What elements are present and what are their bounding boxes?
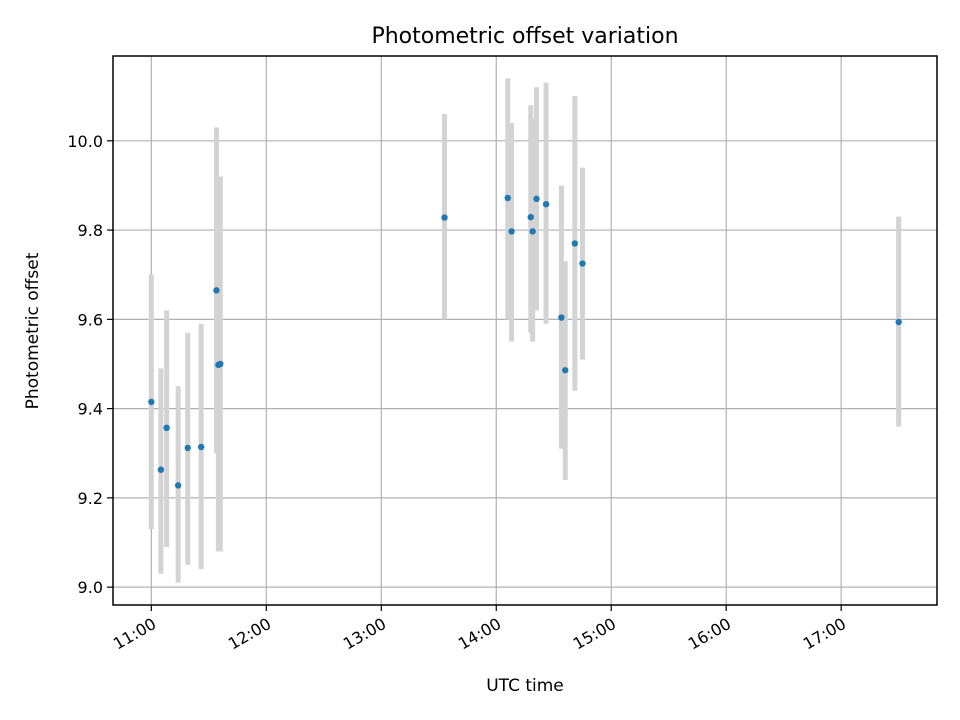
- data-point: [508, 228, 515, 235]
- data-points: [148, 194, 902, 489]
- data-point: [197, 443, 205, 451]
- x-tick-label: 16:00: [685, 614, 734, 654]
- data-point: [174, 482, 182, 489]
- data-point: [148, 398, 155, 406]
- data-point: [441, 214, 448, 221]
- y-tick-label: 9.0: [78, 578, 103, 597]
- x-tick-label: 17:00: [800, 614, 849, 654]
- y-axis-label: Photometric offset: [23, 252, 43, 409]
- plot-frame: [112, 55, 938, 606]
- x-tick-label: 14:00: [455, 614, 504, 654]
- x-tick-label: 11:00: [110, 614, 159, 654]
- x-tick-label: 12:00: [225, 614, 274, 654]
- data-point: [184, 444, 191, 452]
- x-tick-label: 13:00: [340, 614, 389, 654]
- grid: [113, 56, 937, 605]
- y-tick-label: 10.0: [67, 132, 103, 151]
- y-tick-label: 9.2: [78, 489, 103, 508]
- y-tick-label: 9.8: [78, 221, 103, 240]
- data-point: [529, 228, 536, 235]
- data-point: [533, 195, 540, 203]
- data-point: [571, 240, 579, 247]
- data-point: [558, 314, 565, 321]
- data-point: [217, 360, 224, 368]
- error-bars: [148, 78, 902, 583]
- data-point: [895, 318, 902, 326]
- y-tick-label: 9.4: [78, 400, 103, 419]
- x-axis-label: UTC time: [486, 676, 564, 696]
- chart-title: Photometric offset variation: [371, 24, 678, 49]
- data-point: [157, 466, 165, 473]
- data-point: [542, 200, 550, 208]
- x-axis: 11:00 12:00 13:00 14:00 15:00 16:00 17:00: [110, 605, 849, 654]
- data-point: [562, 367, 569, 374]
- data-point: [579, 260, 586, 267]
- data-point: [213, 287, 220, 294]
- y-tick-label: 9.6: [78, 310, 103, 329]
- data-point: [527, 213, 534, 221]
- y-axis: 9.0 9.2 9.4 9.6 9.8 10.0: [67, 132, 113, 597]
- data-point: [163, 424, 170, 432]
- x-tick-label: 15:00: [570, 614, 619, 654]
- data-point: [504, 194, 511, 202]
